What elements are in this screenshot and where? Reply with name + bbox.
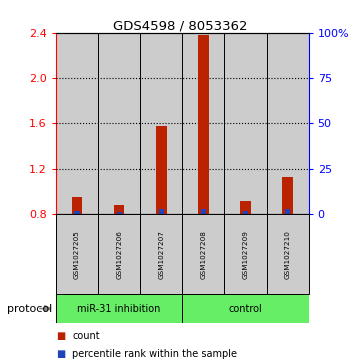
Bar [117,212,122,214]
Bar [72,197,82,214]
Bar [182,33,225,214]
Bar [282,177,293,214]
Bar [56,294,182,323]
Text: protocol: protocol [7,303,52,314]
Bar [225,214,266,294]
Bar [201,209,206,214]
Text: percentile rank within the sample: percentile rank within the sample [72,349,237,359]
Bar [156,126,166,214]
Bar [266,33,309,214]
Text: control: control [229,303,262,314]
Text: ■: ■ [56,349,65,359]
Bar [198,35,209,214]
Bar [74,211,79,214]
Bar [140,33,182,214]
Text: miR-31 inhibition: miR-31 inhibition [78,303,161,314]
Bar [140,214,182,294]
Text: GSM1027208: GSM1027208 [200,230,206,278]
Text: GSM1027207: GSM1027207 [158,230,164,278]
Text: GSM1027206: GSM1027206 [116,230,122,278]
Text: GSM1027209: GSM1027209 [243,230,248,278]
Bar [114,205,125,214]
Text: GSM1027210: GSM1027210 [284,230,291,278]
Bar [266,214,309,294]
Bar [98,33,140,214]
Bar [182,294,309,323]
Text: GDS4598 / 8053362: GDS4598 / 8053362 [113,20,248,33]
Bar [240,200,251,214]
Bar [56,33,98,214]
Bar [285,209,290,214]
Bar [243,211,248,214]
Text: GSM1027205: GSM1027205 [74,230,80,278]
Bar [98,214,140,294]
Bar [56,214,98,294]
Text: ■: ■ [56,331,65,341]
Text: count: count [72,331,100,341]
Bar [159,209,164,214]
Bar [182,214,225,294]
Bar [225,33,266,214]
